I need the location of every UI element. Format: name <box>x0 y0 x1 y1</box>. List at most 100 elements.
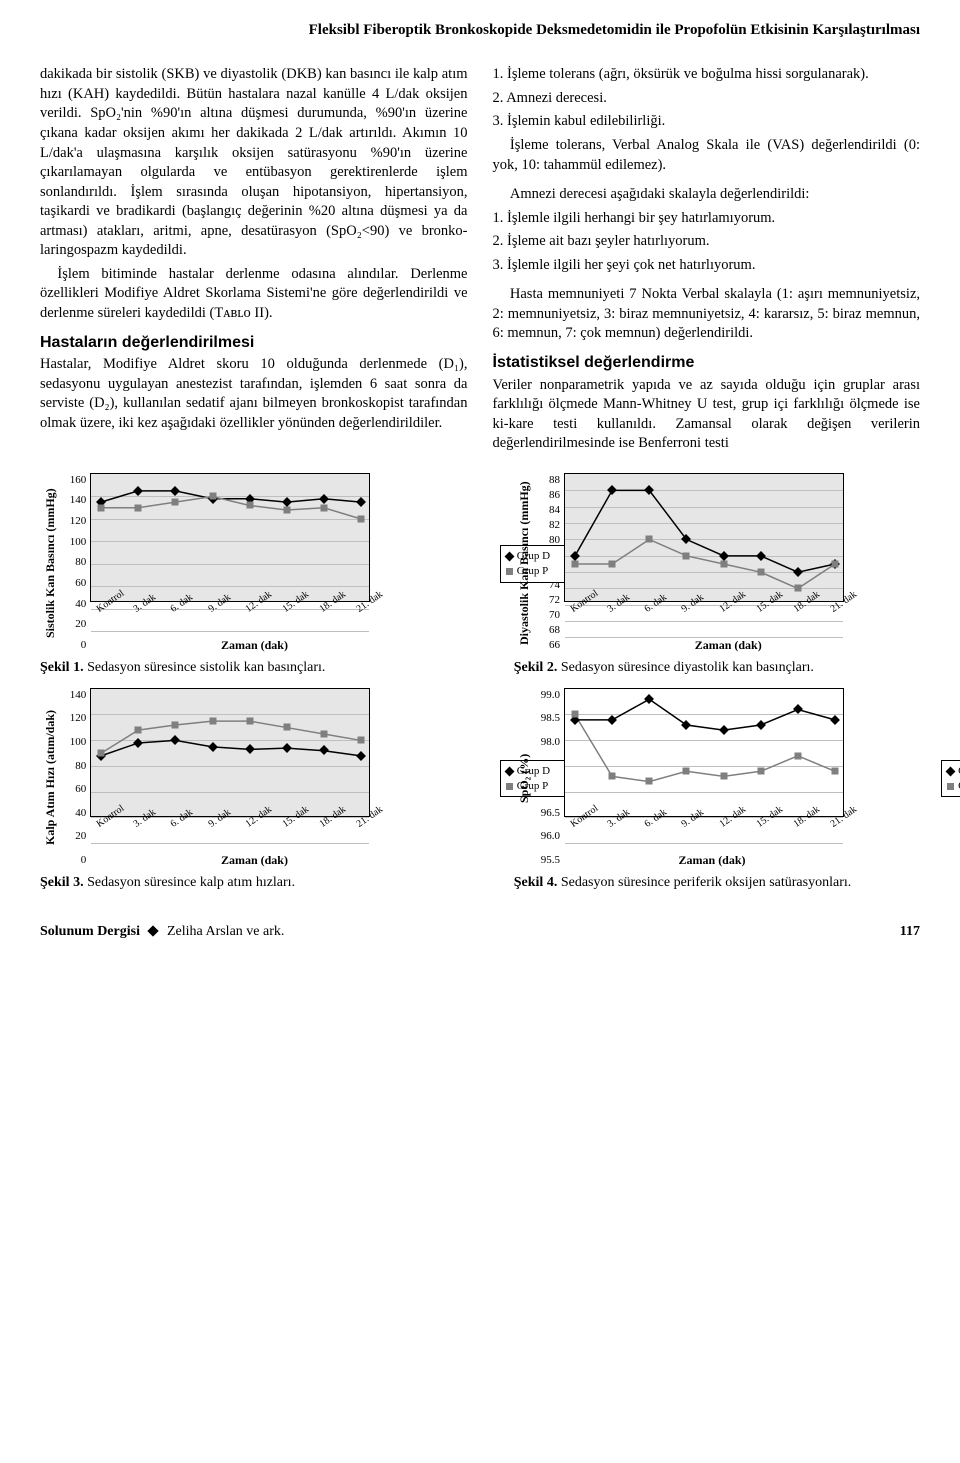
plot-area <box>564 473 844 602</box>
diamond-icon <box>946 766 956 776</box>
author-name: Zeliha Arslan ve ark. <box>167 924 284 939</box>
list-item: 2. İşleme ait bazı şeyler hatırlıyorum. <box>493 232 921 252</box>
ytick: 70 <box>534 608 560 623</box>
plot-area <box>90 688 370 817</box>
ytick: 0 <box>60 638 86 653</box>
data-point <box>283 506 290 513</box>
diamond-icon <box>504 551 514 561</box>
chart-1: Sistolik Kan Basıncı (mmHg) 160 140 120 100… <box>40 473 494 678</box>
data-point <box>209 717 216 724</box>
data-point <box>321 730 328 737</box>
diamond-icon <box>504 766 514 776</box>
ytick: 20 <box>60 617 86 632</box>
plot-area <box>90 473 370 602</box>
running-head: Fleksibl Fiberoptik Bronkoskopide Deksme… <box>40 20 920 40</box>
data-point <box>246 717 253 724</box>
figure-caption: Şekil 4. Sedasyon süresince periferik ok… <box>514 874 935 893</box>
list-item: 3. İşlemle ilgili her şeyi çok net hatır… <box>493 256 921 276</box>
chart-row-1: Sistolik Kan Basıncı (mmHg) 160 140 120 100… <box>40 473 920 678</box>
figure-caption: Şekil 2. Sedasyon süresince diyastolik k… <box>514 659 960 678</box>
data-point <box>358 515 365 522</box>
chart-3: Kalp Atım Hızı (atım/dak) 14012010080604… <box>40 688 494 893</box>
para: Hasta memnuniyeti 7 Nokta Verbal skalayl… <box>493 285 921 344</box>
ytick: 40 <box>60 597 86 612</box>
y-axis-label: Sistolik Kan Basıncı (mmHg) <box>40 473 60 653</box>
data-point <box>831 768 838 775</box>
data-point <box>794 585 801 592</box>
data-point <box>172 498 179 505</box>
y-axis: 140120100806040200 <box>60 688 90 868</box>
data-point <box>358 737 365 744</box>
data-point <box>283 724 290 731</box>
section-heading: İstatistiksel değerlendirme <box>493 352 921 374</box>
ytick: 80 <box>60 759 86 774</box>
data-point <box>720 560 727 567</box>
data-point <box>646 536 653 543</box>
para: Veriler nonparametrik yapıda ve az sayıd… <box>493 376 921 454</box>
list-item: 2. Amnezi derecesi. <box>493 89 921 109</box>
ytick: 68 <box>534 623 560 638</box>
section-heading: Hastaların değerlendirilmesi <box>40 332 468 354</box>
data-point <box>246 502 253 509</box>
data-point <box>683 768 690 775</box>
page-footer: Solunum Dergisi Zeliha Arslan ve ark. 11… <box>40 923 920 942</box>
ytick: 72 <box>534 593 560 608</box>
ytick: 88 <box>534 473 560 488</box>
ytick: 82 <box>534 518 560 533</box>
ytick: 160 <box>60 473 86 488</box>
data-point <box>321 504 328 511</box>
series-lines <box>91 689 371 869</box>
data-point <box>172 721 179 728</box>
ytick: 98.0 <box>534 735 560 750</box>
ytick: 86 <box>534 488 560 503</box>
page-number: 117 <box>900 923 920 942</box>
data-point <box>831 560 838 567</box>
data-point <box>794 752 801 759</box>
list-item: 1. İşleme tolerans (ağrı, öksürük ve boğ… <box>493 65 921 85</box>
data-point <box>646 778 653 785</box>
square-icon <box>947 783 954 790</box>
y-axis: 160 140 120 100 80 60 40 20 0 <box>60 473 90 653</box>
para: dakikada bir sistolik (SKB) ve diyastoli… <box>40 65 468 261</box>
ytick: 100 <box>60 735 86 750</box>
legend-item-p: Grup P <box>947 779 960 794</box>
para: Amnezi derecesi aşağıdaki skalayla değer… <box>493 185 921 205</box>
diamond-icon <box>148 926 159 937</box>
legend: Grup D Grup P <box>941 760 960 798</box>
ytick: 95.5 <box>534 853 560 868</box>
data-point <box>757 569 764 576</box>
ytick: 40 <box>60 806 86 821</box>
ytick: 120 <box>60 711 86 726</box>
square-icon <box>506 568 513 575</box>
ytick: 99.0 <box>534 688 560 703</box>
chart-2: Diyastolik Kan Basıncı (mmHg) 8886848280… <box>514 473 960 678</box>
data-point <box>98 750 105 757</box>
figure-caption: Şekil 3. Sedasyon süresince kalp atım hı… <box>40 874 494 893</box>
ytick: 60 <box>60 782 86 797</box>
left-column: dakikada bir sistolik (SKB) ve diyastoli… <box>40 65 468 458</box>
ytick: 96.0 <box>534 829 560 844</box>
y-axis-label: Kalp Atım Hızı (atım/dak) <box>40 688 60 868</box>
ytick: 140 <box>60 493 86 508</box>
ytick: 100 <box>60 535 86 550</box>
ytick: 120 <box>60 514 86 529</box>
data-point <box>609 560 616 567</box>
series-lines <box>565 474 845 654</box>
journal-name: Solunum Dergisi <box>40 924 140 939</box>
body-columns: dakikada bir sistolik (SKB) ve diyastoli… <box>40 65 920 458</box>
para: İşleme tolerans, Verbal Analog Skala ile… <box>493 136 921 175</box>
data-point <box>720 773 727 780</box>
data-point <box>98 504 105 511</box>
data-point <box>757 768 764 775</box>
data-point <box>571 711 578 718</box>
ytick: 20 <box>60 829 86 844</box>
series-lines <box>565 689 845 869</box>
square-icon <box>506 783 513 790</box>
ytick: 98.5 <box>534 711 560 726</box>
data-point <box>571 560 578 567</box>
list-item: 1. İşlemle ilgili herhangi bir şey hatır… <box>493 209 921 229</box>
data-point <box>683 552 690 559</box>
para: Hastalar, Modifiye Aldret skoru 10 olduğ… <box>40 355 468 433</box>
ytick: 80 <box>60 555 86 570</box>
ytick: 60 <box>60 576 86 591</box>
